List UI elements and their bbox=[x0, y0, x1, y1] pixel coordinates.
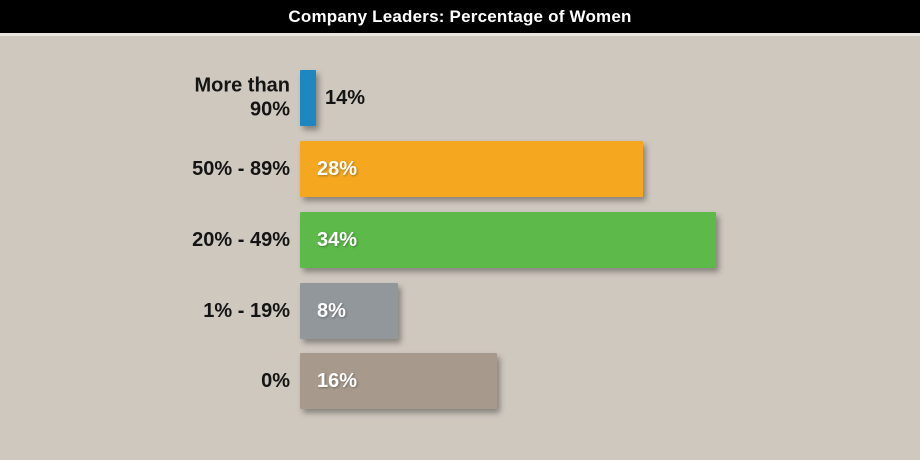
bar-track: 16% bbox=[300, 353, 497, 409]
value-label: 28% bbox=[317, 157, 358, 180]
bar: 34% bbox=[300, 212, 716, 268]
category-label: 20% - 49% bbox=[192, 228, 290, 251]
bar-row: 0% 16% bbox=[0, 353, 920, 409]
titlebar-divider bbox=[0, 33, 920, 36]
value-label-outside: 14% bbox=[325, 86, 366, 109]
category-label: 1% - 19% bbox=[203, 299, 290, 322]
bar-track: 14% bbox=[300, 70, 365, 126]
value-label: 8% bbox=[317, 299, 346, 322]
chart-title-bar: Company Leaders: Percentage of Women bbox=[0, 0, 920, 33]
bar-track: 8% bbox=[300, 283, 398, 339]
category-label: 50% - 89% bbox=[192, 157, 290, 180]
bar bbox=[300, 70, 316, 126]
bar-row: 50% - 89% 28% bbox=[0, 141, 920, 197]
bar-track: 28% bbox=[300, 141, 643, 197]
bar-track: 34% bbox=[300, 212, 716, 268]
bar-row: 1% - 19% 8% bbox=[0, 283, 920, 339]
bar: 8% bbox=[300, 283, 398, 339]
bar: 28% bbox=[300, 141, 643, 197]
value-label: 34% bbox=[317, 228, 358, 251]
category-label: 0% bbox=[261, 369, 290, 392]
value-label: 16% bbox=[317, 369, 358, 392]
category-label: More than 90% bbox=[194, 74, 290, 121]
bar-row: More than 90% 14% bbox=[0, 70, 920, 126]
bar: 16% bbox=[300, 353, 497, 409]
bar-row: 20% - 49% 34% bbox=[0, 212, 920, 268]
chart-title: Company Leaders: Percentage of Women bbox=[288, 6, 632, 26]
